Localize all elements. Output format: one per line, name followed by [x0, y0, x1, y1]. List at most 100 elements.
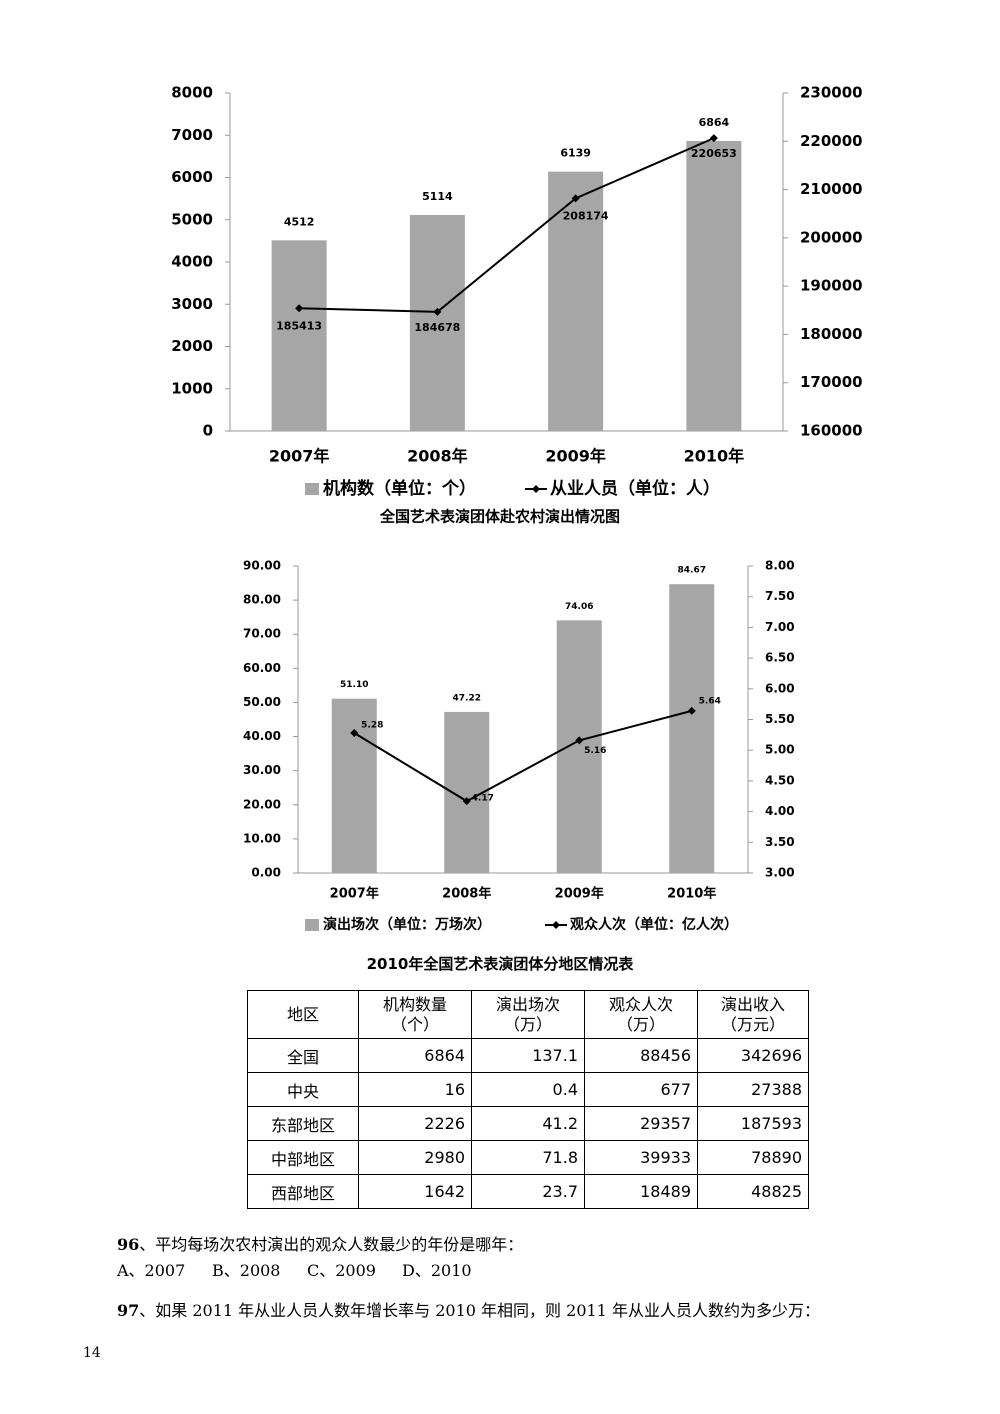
y-tick-label: 70.00: [243, 627, 281, 641]
question-text: 、平均每场次农村演出的观众人数最少的年份是哪年：: [139, 1235, 524, 1254]
question: 96、平均每场次农村演出的观众人数最少的年份是哪年：: [117, 1231, 523, 1255]
option: B、2008: [212, 1261, 281, 1280]
table-cell: 16: [358, 1072, 472, 1107]
question-text: 、如果 2011 年从业人员人数年增长率与 2010 年相同，则 2011 年从…: [139, 1301, 820, 1320]
table-cell: 23.7: [471, 1174, 585, 1209]
marker: [709, 134, 718, 143]
bar: [556, 620, 602, 873]
y-tick-label: 80.00: [243, 593, 281, 607]
data-label: 5.28: [361, 721, 383, 731]
bar: [669, 584, 715, 873]
legend-label: 演出场次（单位：万场次）: [323, 916, 491, 933]
y2-tick-label: 3.00: [765, 866, 795, 880]
y2-tick-label: 5.50: [765, 712, 795, 726]
x-tick-label: 2007年: [330, 886, 379, 902]
data-label: 6864: [699, 116, 730, 129]
table-cell: 88456: [584, 1038, 698, 1073]
y-tick-label: 2000: [171, 337, 213, 355]
legend-swatch: [305, 919, 319, 931]
option: D、2010: [402, 1261, 472, 1280]
x-tick-label: 2008年: [442, 886, 491, 902]
table-caption: 2010年全国艺术表演团体分地区情况表: [366, 955, 634, 973]
header-text: 演出收入: [720, 994, 785, 1014]
table-row: 东部地区 2226 41.2 29357 187593: [247, 1106, 809, 1141]
table-cell: 187593: [697, 1106, 809, 1141]
line: [353, 709, 693, 803]
question-number: 97: [117, 1301, 140, 1320]
y2-tick-label: 6.00: [765, 681, 795, 695]
y2-tick-label: 4.50: [765, 773, 795, 787]
header-cell: 观众人次 （万）: [584, 990, 698, 1039]
y2-tick-label: 3.50: [765, 835, 795, 849]
data-label: 5.16: [584, 746, 606, 756]
bar: [548, 171, 604, 431]
table-row: 中部地区 2980 71.8 39933 78890: [247, 1140, 809, 1175]
table-cell: 71.8: [471, 1140, 585, 1175]
table-cell: 18489: [584, 1174, 698, 1209]
data-label: 74.06: [565, 602, 593, 612]
y2-tick-label: 230000: [800, 84, 863, 102]
y2-tick-label: 170000: [800, 373, 863, 391]
data-label: 84.67: [678, 566, 706, 576]
header-text: 观众人次: [608, 994, 673, 1014]
marker: [687, 706, 696, 715]
y-tick-label: 0: [203, 422, 213, 440]
table-cell: 1642: [358, 1174, 472, 1209]
table-cell: 0.4: [471, 1072, 585, 1107]
charts: 全国艺术表演团体赴农村演出情况图 0 1000 2000 3000 4000 5000 60…: [171, 84, 863, 934]
marker: [295, 304, 304, 313]
y-tick-label: 40.00: [243, 729, 281, 743]
header-text: （个）: [390, 1014, 439, 1034]
data-label: 4.17: [472, 794, 494, 804]
table-cell: 6864: [358, 1038, 472, 1073]
table-cell: 342696: [697, 1038, 809, 1073]
y-tick-label: 50.00: [243, 695, 281, 709]
y2-tick-label: 160000: [800, 422, 863, 440]
table-cell: 中央: [247, 1072, 359, 1107]
y2-tick-label: 7.50: [765, 589, 795, 603]
options: A、2007 B、2008 C、2009 D、2010: [117, 1257, 472, 1281]
legend-label: 观众人次（单位：亿人次）: [570, 916, 738, 933]
y-tick-label: 60.00: [243, 661, 281, 675]
table-cell: 29357: [584, 1106, 698, 1141]
question-number: 96: [117, 1235, 140, 1254]
legend-label: 从业人员（单位：人）: [550, 478, 720, 499]
y-tick-label: 0.00: [251, 866, 281, 880]
table-cell: 78890: [697, 1140, 809, 1175]
y2-tick-label: 220000: [800, 132, 863, 150]
data-label: 47.22: [453, 693, 481, 703]
table-row: 西部地区 1642 23.7 18489 48825: [247, 1174, 809, 1209]
chart-title: 全国艺术表演团体赴农村演出情况图: [379, 508, 620, 526]
table-cell: 677: [584, 1072, 698, 1107]
table-cell: 137.1: [471, 1038, 585, 1073]
page-number: 14: [83, 1345, 101, 1361]
legend-marker: [552, 921, 560, 929]
y2-tick-label: 190000: [800, 277, 863, 295]
x-tick-label: 2010年: [667, 886, 716, 902]
data-label: 51.10: [340, 680, 368, 690]
header-cell: 演出场次 （万）: [471, 990, 585, 1039]
line: [299, 137, 715, 313]
marker: [433, 307, 442, 316]
table-cell: 全国: [247, 1038, 359, 1073]
data-label: 185413: [276, 319, 322, 332]
marker: [571, 194, 580, 203]
x-tick-label: 2008年: [407, 447, 468, 466]
table-cell: 27388: [697, 1072, 809, 1107]
y2-tick-label: 210000: [800, 180, 863, 198]
header-text: 演出场次: [495, 994, 560, 1014]
y2-tick-label: 6.50: [765, 651, 795, 665]
table-cell: 中部地区: [247, 1140, 359, 1175]
y2-tick-label: 7.00: [765, 620, 795, 634]
y-tick-label: 7000: [171, 126, 213, 144]
x-tick-label: 2009年: [545, 447, 606, 466]
option: C、2009: [307, 1261, 376, 1280]
table-row: 全国 6864 137.1 88456 342696: [247, 1038, 809, 1073]
table-cell: 48825: [697, 1174, 809, 1209]
bar: [686, 140, 742, 431]
x-tick-label: 2009年: [555, 886, 604, 902]
table-cell: 41.2: [471, 1106, 585, 1141]
table-cell: 西部地区: [247, 1174, 359, 1209]
y-tick-label: 20.00: [243, 797, 281, 811]
